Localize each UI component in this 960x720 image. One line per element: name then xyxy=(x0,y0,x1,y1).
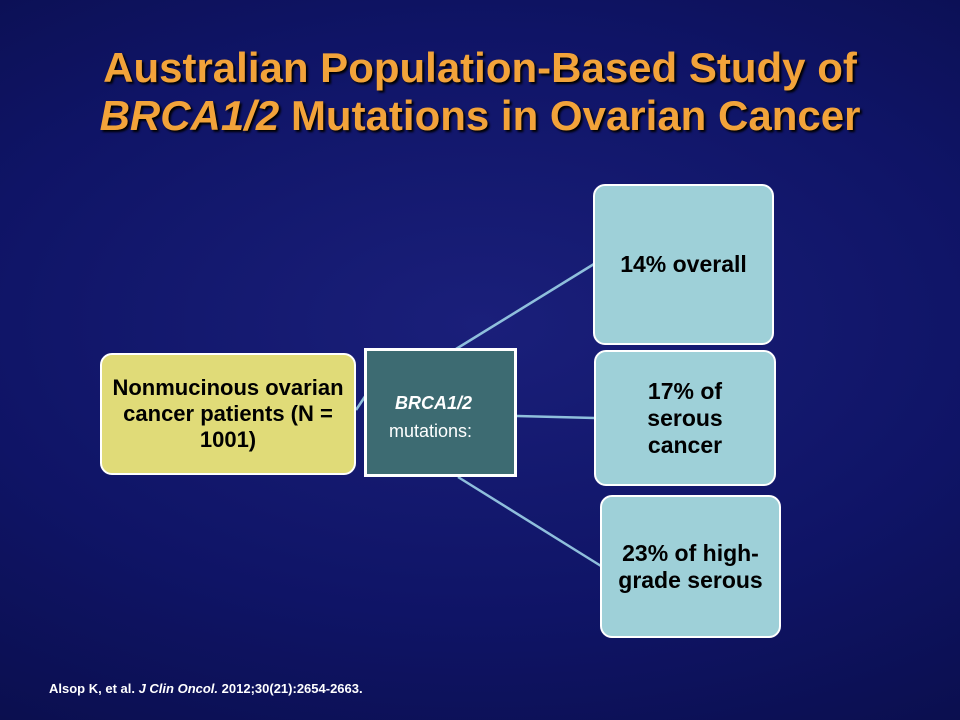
connector-to-high-grade xyxy=(457,475,602,568)
citation-journal: J Clin Oncol. xyxy=(138,681,219,696)
title-line-2: BRCA1/2 Mutations in Ovarian Cancer xyxy=(0,92,960,140)
brca-mutations-box: BRCA1/2 mutations: xyxy=(364,348,517,477)
citation-authors: Alsop K, et al. xyxy=(49,681,139,696)
result-high-grade-box: 23% of high-grade serous xyxy=(600,495,781,638)
patients-box: Nonmucinous ovarian cancer patients (N =… xyxy=(100,353,356,475)
citation-details: 2012;30(21):2654-2663. xyxy=(218,681,363,696)
result-overall-box: 14% overall xyxy=(593,184,774,345)
result-serous-text: 17% of serous cancer xyxy=(647,377,723,458)
connector-to-overall xyxy=(455,262,595,351)
citation: Alsop K, et al. J Clin Oncol. 2012;30(21… xyxy=(49,681,363,696)
title-line-1: Australian Population-Based Study of xyxy=(103,44,857,91)
title-line-2-rest: Mutations in Ovarian Cancer xyxy=(279,92,861,139)
result-serous-box: 17% of serous cancer xyxy=(594,350,776,486)
center-mutations-label: mutations: xyxy=(389,421,473,441)
slide-title: Australian Population-Based Study of BRC… xyxy=(0,44,960,140)
result-high-grade-text: 23% of high-grade serous xyxy=(618,539,763,593)
connector-to-serous xyxy=(516,414,596,420)
center-gene-label: BRCA1/2 xyxy=(395,393,473,413)
title-gene-name: BRCA1/2 xyxy=(99,92,280,139)
